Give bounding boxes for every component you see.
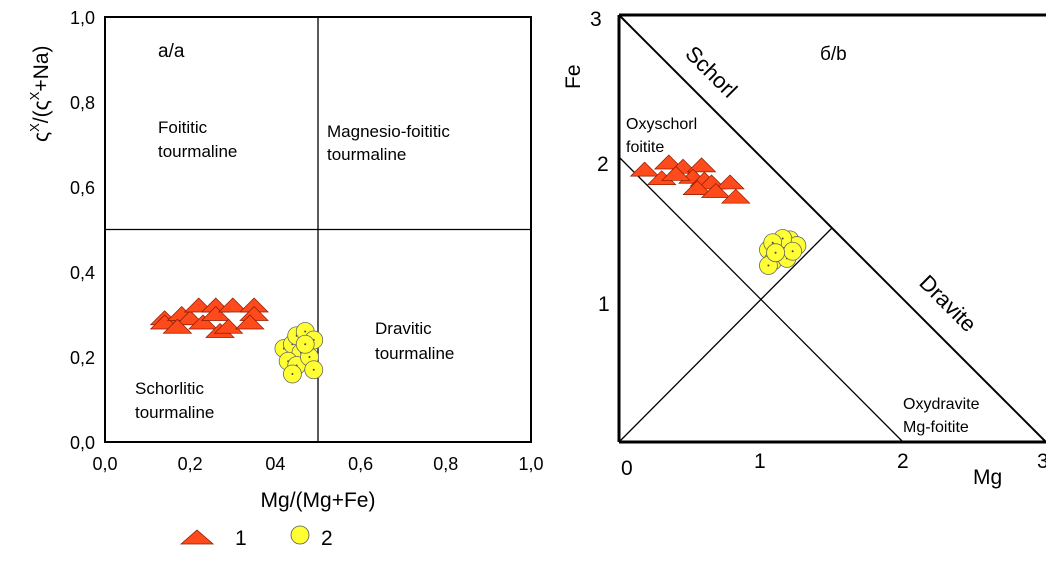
field-label-dravitic-1: Dravitic [375,319,432,338]
data-point-center [291,373,294,375]
triangle-point [720,188,751,204]
x-tick-label-a: 0,8 [433,454,458,474]
triangle-point [234,314,265,330]
data-point-center [791,250,794,253]
x-tick-label-a: 04 [265,454,285,474]
triangle-point [661,165,691,181]
triangle-point [700,182,731,198]
points-a [149,297,324,384]
x-tick-b-3: 3 [1037,450,1046,473]
data-point-center [767,264,770,267]
data-point-center [774,251,777,254]
y-tick-label-a: 0,2 [70,348,95,368]
x-tick-label-a: 0,0 [92,454,117,474]
field-label-magnesio-foititic-2: tourmaline [327,145,406,164]
y-tick-labels-a: 0,0 0,2 0,4 0,6 0,8 1,0 [70,8,95,453]
triangle-point [629,161,660,177]
panel-a-label: a/a [158,41,185,62]
field-label-magnesio-foititic-1: Magnesio-foititic [327,122,450,141]
y-tick-b-2: 2 [597,153,609,176]
x-axis-label-b: Mg [973,466,1002,489]
y-tick-label-a: 0,8 [70,93,95,113]
field-label-oxyschorl-2: foitite [626,139,664,156]
x-tick-b-0: 0 [621,457,633,480]
data-point-center [304,330,307,333]
x-tick-label-a: 0,6 [348,454,373,474]
field-label-schorlitic-1: Schorlitic [135,379,204,398]
field-label-schorl: Schorl [680,41,742,103]
x-tick-label-a: 1,0 [518,454,543,474]
legend-circle-marker [290,525,310,545]
triangle-point [162,318,193,334]
panel-a: a/a Foititic tourmaline Magnesio-foititi… [27,8,544,512]
x-axis-label-a: Mg/(Mg+Fe) [261,489,376,512]
fe-mg-ratio-line [618,227,833,443]
field-label-dravitic-2: tourmaline [375,344,454,363]
triangle-point [682,180,713,195]
field-label-oxydravite-1: Oxydravite [903,396,980,413]
data-point-center [771,241,774,244]
data-point-center [312,368,315,371]
y-axis-label-a: ςX/(ςX+Na) [27,45,53,142]
field-label-foititic-2: tourmaline [158,142,237,161]
triangle-point [715,174,745,190]
y-tick-label-a: 0,4 [70,263,95,283]
field-label-schorlitic-2: tourmaline [135,403,214,422]
panel-b: 3 2 1 0 1 2 3 Mg Fe б/b Schorl Dravite O… [562,8,1046,489]
schorl-dravite-join [618,14,1046,443]
x-tick-labels-a: 0,0 0,2 04 0,6 0,8 1,0 [92,454,543,474]
triangle-point [213,318,244,334]
points-b [629,154,807,275]
triangle-point [188,314,218,330]
triangle-point [200,306,231,321]
data-point-center [781,237,784,240]
y-axis-label-b: Fe [562,64,585,89]
legend-label-1: 1 [235,527,247,550]
x-tick-b-1: 1 [754,450,766,473]
field-label-oxyschorl-1: Oxyschorl [626,116,697,133]
triangle-point [217,297,248,313]
y-tick-b-1: 1 [598,293,610,316]
legend: 1 2 [179,525,333,550]
y-tick-label-a: 0,6 [70,178,95,198]
field-label-oxydravite-2: Mg-foitite [903,419,969,436]
field-label-dravite: Dravite [914,270,981,337]
triangle-point [686,157,717,173]
legend-triangle-marker [179,529,215,545]
field-label-foititic-1: Foititic [158,118,208,137]
y-tick-label-a: 1,0 [70,8,95,28]
panel-b-label: б/b [820,44,847,65]
x-tick-label-a: 0,2 [178,454,203,474]
legend-label-2: 2 [321,527,333,550]
y-tick-b-3: 3 [590,8,602,31]
data-point-center [308,356,311,358]
y-tick-label-a: 0,0 [70,433,95,453]
x-tick-b-2: 2 [897,450,909,473]
data-point-center [304,343,307,346]
triangle-point [653,154,684,170]
